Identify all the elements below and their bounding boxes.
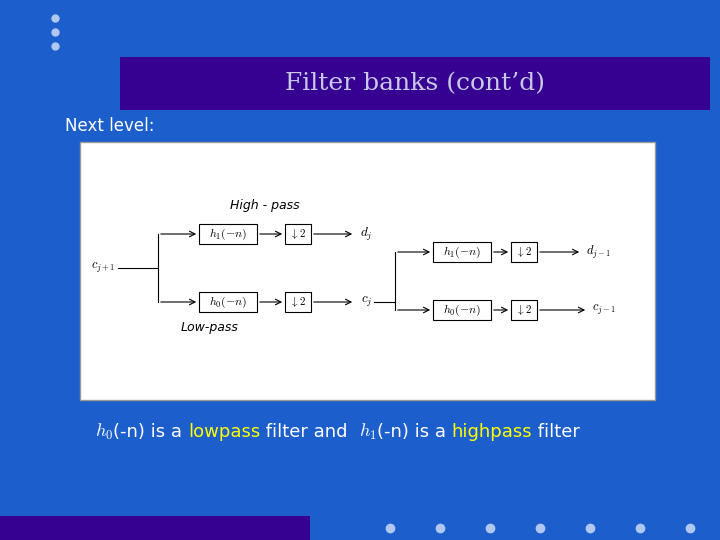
Text: $h_1(-n)$: $h_1(-n)$ xyxy=(209,226,247,241)
Bar xyxy=(285,224,311,244)
Bar xyxy=(433,242,491,262)
Text: $c_{j+1}$: $c_{j+1}$ xyxy=(91,261,115,275)
Bar xyxy=(199,224,257,244)
Text: (-n) is a: (-n) is a xyxy=(377,423,451,441)
Text: Low-pass: Low-pass xyxy=(181,321,239,334)
Text: $d_j$: $d_j$ xyxy=(360,225,372,242)
Bar xyxy=(120,57,710,110)
Bar xyxy=(511,242,537,262)
Text: $h_1(-n)$: $h_1(-n)$ xyxy=(443,245,481,260)
Text: $h_0(-n)$: $h_0(-n)$ xyxy=(209,294,247,309)
Text: filter: filter xyxy=(532,423,580,441)
Text: $\downarrow 2$: $\downarrow 2$ xyxy=(516,303,532,317)
Text: $\downarrow 2$: $\downarrow 2$ xyxy=(290,295,306,309)
Bar xyxy=(0,516,310,540)
Text: (-n) is a: (-n) is a xyxy=(113,423,188,441)
Bar xyxy=(511,300,537,320)
Text: $c_j$: $c_j$ xyxy=(361,295,372,309)
Bar xyxy=(80,142,655,400)
Text: High - pass: High - pass xyxy=(230,199,300,212)
Text: $\downarrow 2$: $\downarrow 2$ xyxy=(290,227,306,241)
Text: filter and: filter and xyxy=(260,423,359,441)
Text: $h_0$: $h_0$ xyxy=(95,422,113,442)
Text: Filter banks (cont’d): Filter banks (cont’d) xyxy=(285,72,545,96)
Bar xyxy=(199,292,257,312)
Text: $d_{j-1}$: $d_{j-1}$ xyxy=(586,244,611,260)
Text: lowpass: lowpass xyxy=(188,423,260,441)
Text: $c_{j-1}$: $c_{j-1}$ xyxy=(592,303,616,317)
Text: $h_1$: $h_1$ xyxy=(359,422,377,442)
Text: highpass: highpass xyxy=(451,423,532,441)
Text: Next level:: Next level: xyxy=(65,117,155,135)
Bar xyxy=(285,292,311,312)
Text: $h_0(-n)$: $h_0(-n)$ xyxy=(443,302,481,318)
Text: $\downarrow 2$: $\downarrow 2$ xyxy=(516,245,532,259)
Bar xyxy=(433,300,491,320)
